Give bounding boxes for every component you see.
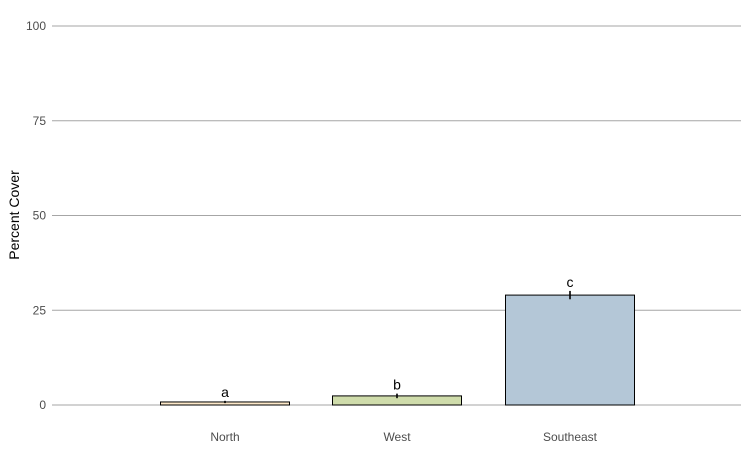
bars-layer: [160, 294, 635, 406]
bar-southeast: [505, 294, 635, 406]
y-tick-label: 25: [33, 303, 47, 317]
y-tick-labels: 0 25 50 75 100: [26, 19, 46, 412]
significance-labels: a b c: [221, 274, 573, 400]
y-axis-title: Percent Cover: [6, 170, 22, 260]
x-tick-labels: North West Southeast: [210, 430, 597, 444]
y-tick-label: 75: [33, 114, 47, 128]
x-tick-label-north: North: [210, 430, 239, 444]
grid-layer: [52, 25, 741, 406]
significance-label-west: b: [393, 377, 401, 393]
y-tick-label: 0: [39, 398, 46, 412]
significance-label-southeast: c: [567, 274, 574, 290]
significance-label-north: a: [221, 384, 229, 400]
x-tick-label-west: West: [383, 430, 411, 444]
y-tick-label: 100: [26, 19, 46, 33]
y-tick-label: 50: [33, 209, 47, 223]
error-bars-layer: [224, 290, 571, 404]
x-tick-label-southeast: Southeast: [543, 430, 598, 444]
